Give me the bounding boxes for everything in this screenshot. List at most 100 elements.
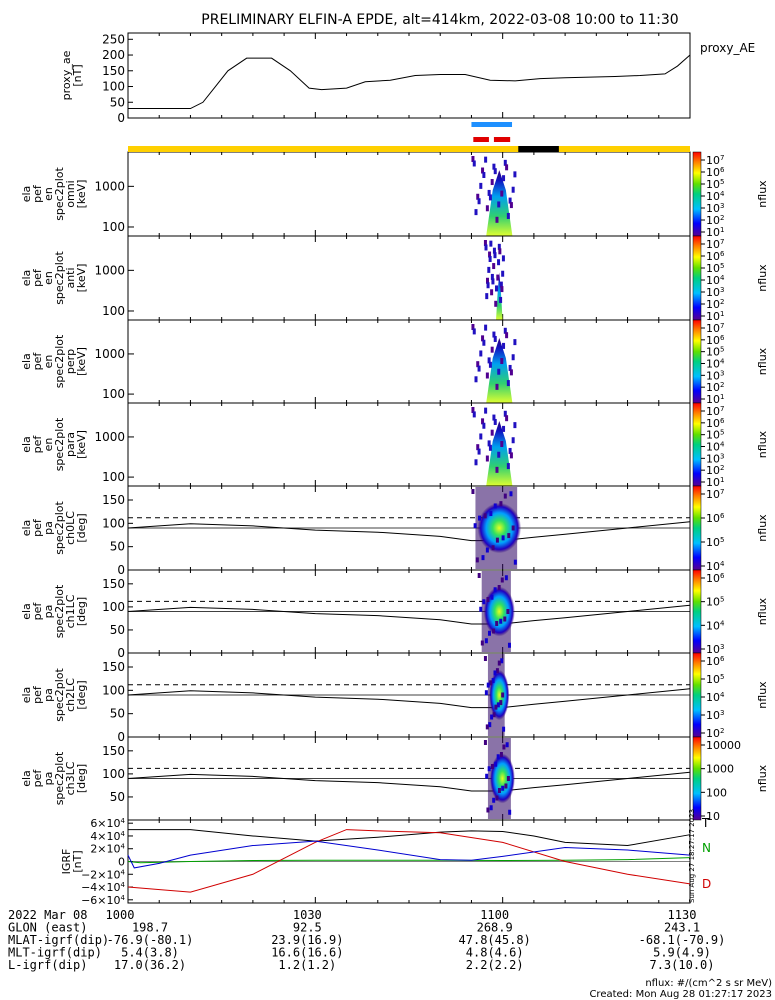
pa-data-blob — [489, 669, 510, 721]
cbar-tick-label: 104 — [706, 619, 725, 632]
pa-data-pixel — [499, 618, 503, 624]
footer-cell: 268.9 — [477, 921, 513, 935]
science-zone-marker-blue — [471, 122, 513, 127]
losscone-line — [127, 688, 691, 709]
cbar-label: nflux — [756, 514, 769, 542]
cbar-tick-label: 107 — [706, 238, 724, 251]
ytick-label: 0 — [117, 563, 125, 577]
footer-cell: 1000 — [106, 908, 135, 922]
footer-cell: 2.2(2.2) — [466, 958, 524, 972]
pa-data-pixel — [497, 788, 501, 793]
spectrum-pixel — [509, 369, 513, 376]
spectrum-pixel — [483, 240, 487, 246]
spectrum-pixel — [487, 440, 491, 447]
units-note: nflux: #/(cm^2 s sr MeV) — [645, 978, 772, 989]
pa-data-pixel — [486, 807, 490, 813]
spectrum-pixel — [489, 240, 493, 247]
spectrum-pixel — [502, 425, 506, 432]
pa-data-pixel — [497, 585, 501, 590]
footer-cell: 47.8(45.8) — [459, 933, 531, 947]
pa-data-pixel — [494, 704, 498, 710]
spectrum-pixel — [500, 358, 504, 365]
spectrum-pixel — [505, 332, 509, 339]
ytick-label: 150 — [102, 660, 125, 674]
spectrum-pixel — [497, 243, 501, 250]
ylabel-line: pef — [31, 435, 44, 454]
footer-cell: MLAT-igrf(dip) — [8, 933, 109, 947]
pa-data-pixel — [494, 761, 498, 767]
spectrum-pixel — [485, 293, 489, 300]
ytick-label: 50 — [110, 707, 125, 721]
pa-data-blob — [477, 502, 522, 554]
cbar-tick-label: 106 — [706, 166, 725, 179]
ylabel-line: [keV] — [75, 430, 88, 459]
spectrum-pixel — [477, 365, 481, 372]
colorbar — [692, 319, 702, 404]
pa-data-pixel — [482, 599, 486, 605]
spectrum-pixel — [495, 216, 499, 223]
spectrum-pixel — [499, 281, 503, 288]
spectrum-pixel — [499, 296, 503, 303]
cbar-tick-label: 105 — [706, 346, 724, 359]
ylabel-line: spec2plot — [53, 334, 66, 388]
cbar-tick-label: 102 — [706, 298, 724, 311]
panel-frame — [127, 32, 691, 119]
spectrum-fill — [496, 272, 503, 320]
ylabel-line: IGRF — [60, 849, 73, 875]
spectrum-pixel — [476, 193, 480, 200]
ytick-label: 250 — [102, 32, 125, 46]
pa-data-pixel — [483, 740, 487, 745]
ylabel-line: en — [42, 271, 55, 285]
ylabel-line: pa — [42, 772, 55, 786]
pa-data-pixel — [506, 776, 510, 781]
footer-cell: 92.5 — [293, 921, 322, 935]
pa-data-pixel — [506, 609, 510, 614]
spectrum-pixel — [506, 463, 510, 470]
spectrum-pixel — [492, 331, 496, 338]
cbar-label: nflux — [756, 764, 769, 792]
footer-cell: L-igrf(dip) — [8, 958, 87, 972]
spectrum-pixel — [481, 335, 485, 342]
spectrum-pixel — [479, 433, 483, 440]
spectrum-pixel — [500, 190, 504, 197]
ytick-label: 1000 — [94, 179, 125, 193]
cbar-tick-label: 106 — [706, 250, 725, 263]
ylabel-line: ch3LC — [64, 761, 77, 795]
pa-data-pixel — [503, 616, 507, 622]
spectrum-pixel — [477, 198, 481, 205]
spectrum-pixel — [484, 407, 488, 414]
ytick-label: 50 — [110, 623, 125, 637]
pa-data-pixel — [507, 642, 511, 648]
spectrum-pixel — [497, 451, 501, 458]
spectrum-pixel — [479, 182, 483, 189]
spectrum-pixel — [497, 201, 501, 208]
cbar-tick-label: 100 — [706, 786, 727, 799]
ylabel-line: [deg] — [75, 764, 88, 793]
spectrum-pixel — [485, 205, 489, 212]
ylabel-line: en — [42, 355, 55, 369]
spectrum-pixel — [471, 156, 475, 162]
cbar-tick-label: 107 — [706, 488, 724, 501]
ytick-label: 50 — [110, 95, 125, 109]
footer-cell: 1130 — [668, 908, 697, 922]
pa-data-pixel — [500, 658, 504, 664]
cbar-tick-label: 106 — [706, 334, 725, 347]
pa-data-pixel — [489, 805, 493, 811]
spectrum-pixel — [488, 361, 492, 368]
cbar-tick-label: 106 — [706, 512, 725, 525]
ylabel-line: pef — [31, 352, 44, 371]
ylabel-line: ela — [20, 353, 33, 370]
ylabel-line: ela — [20, 520, 33, 537]
ylabel-line: pa — [42, 688, 55, 702]
colorbar — [692, 485, 702, 571]
spectrum-pixel — [506, 380, 510, 387]
spectrum-pixel — [474, 209, 478, 216]
footer-cell: -68.1(-70.9) — [639, 933, 726, 947]
ytick-label: 100 — [102, 600, 125, 614]
spectrum-pixel — [511, 437, 515, 444]
cbar-tick-label: 102 — [706, 214, 724, 227]
panel-perp: elapefenspec2plotperp[keV]10710610510410… — [20, 319, 769, 406]
cbar-tick-label: 101 — [706, 476, 724, 489]
spectrum-pixel — [502, 342, 506, 349]
